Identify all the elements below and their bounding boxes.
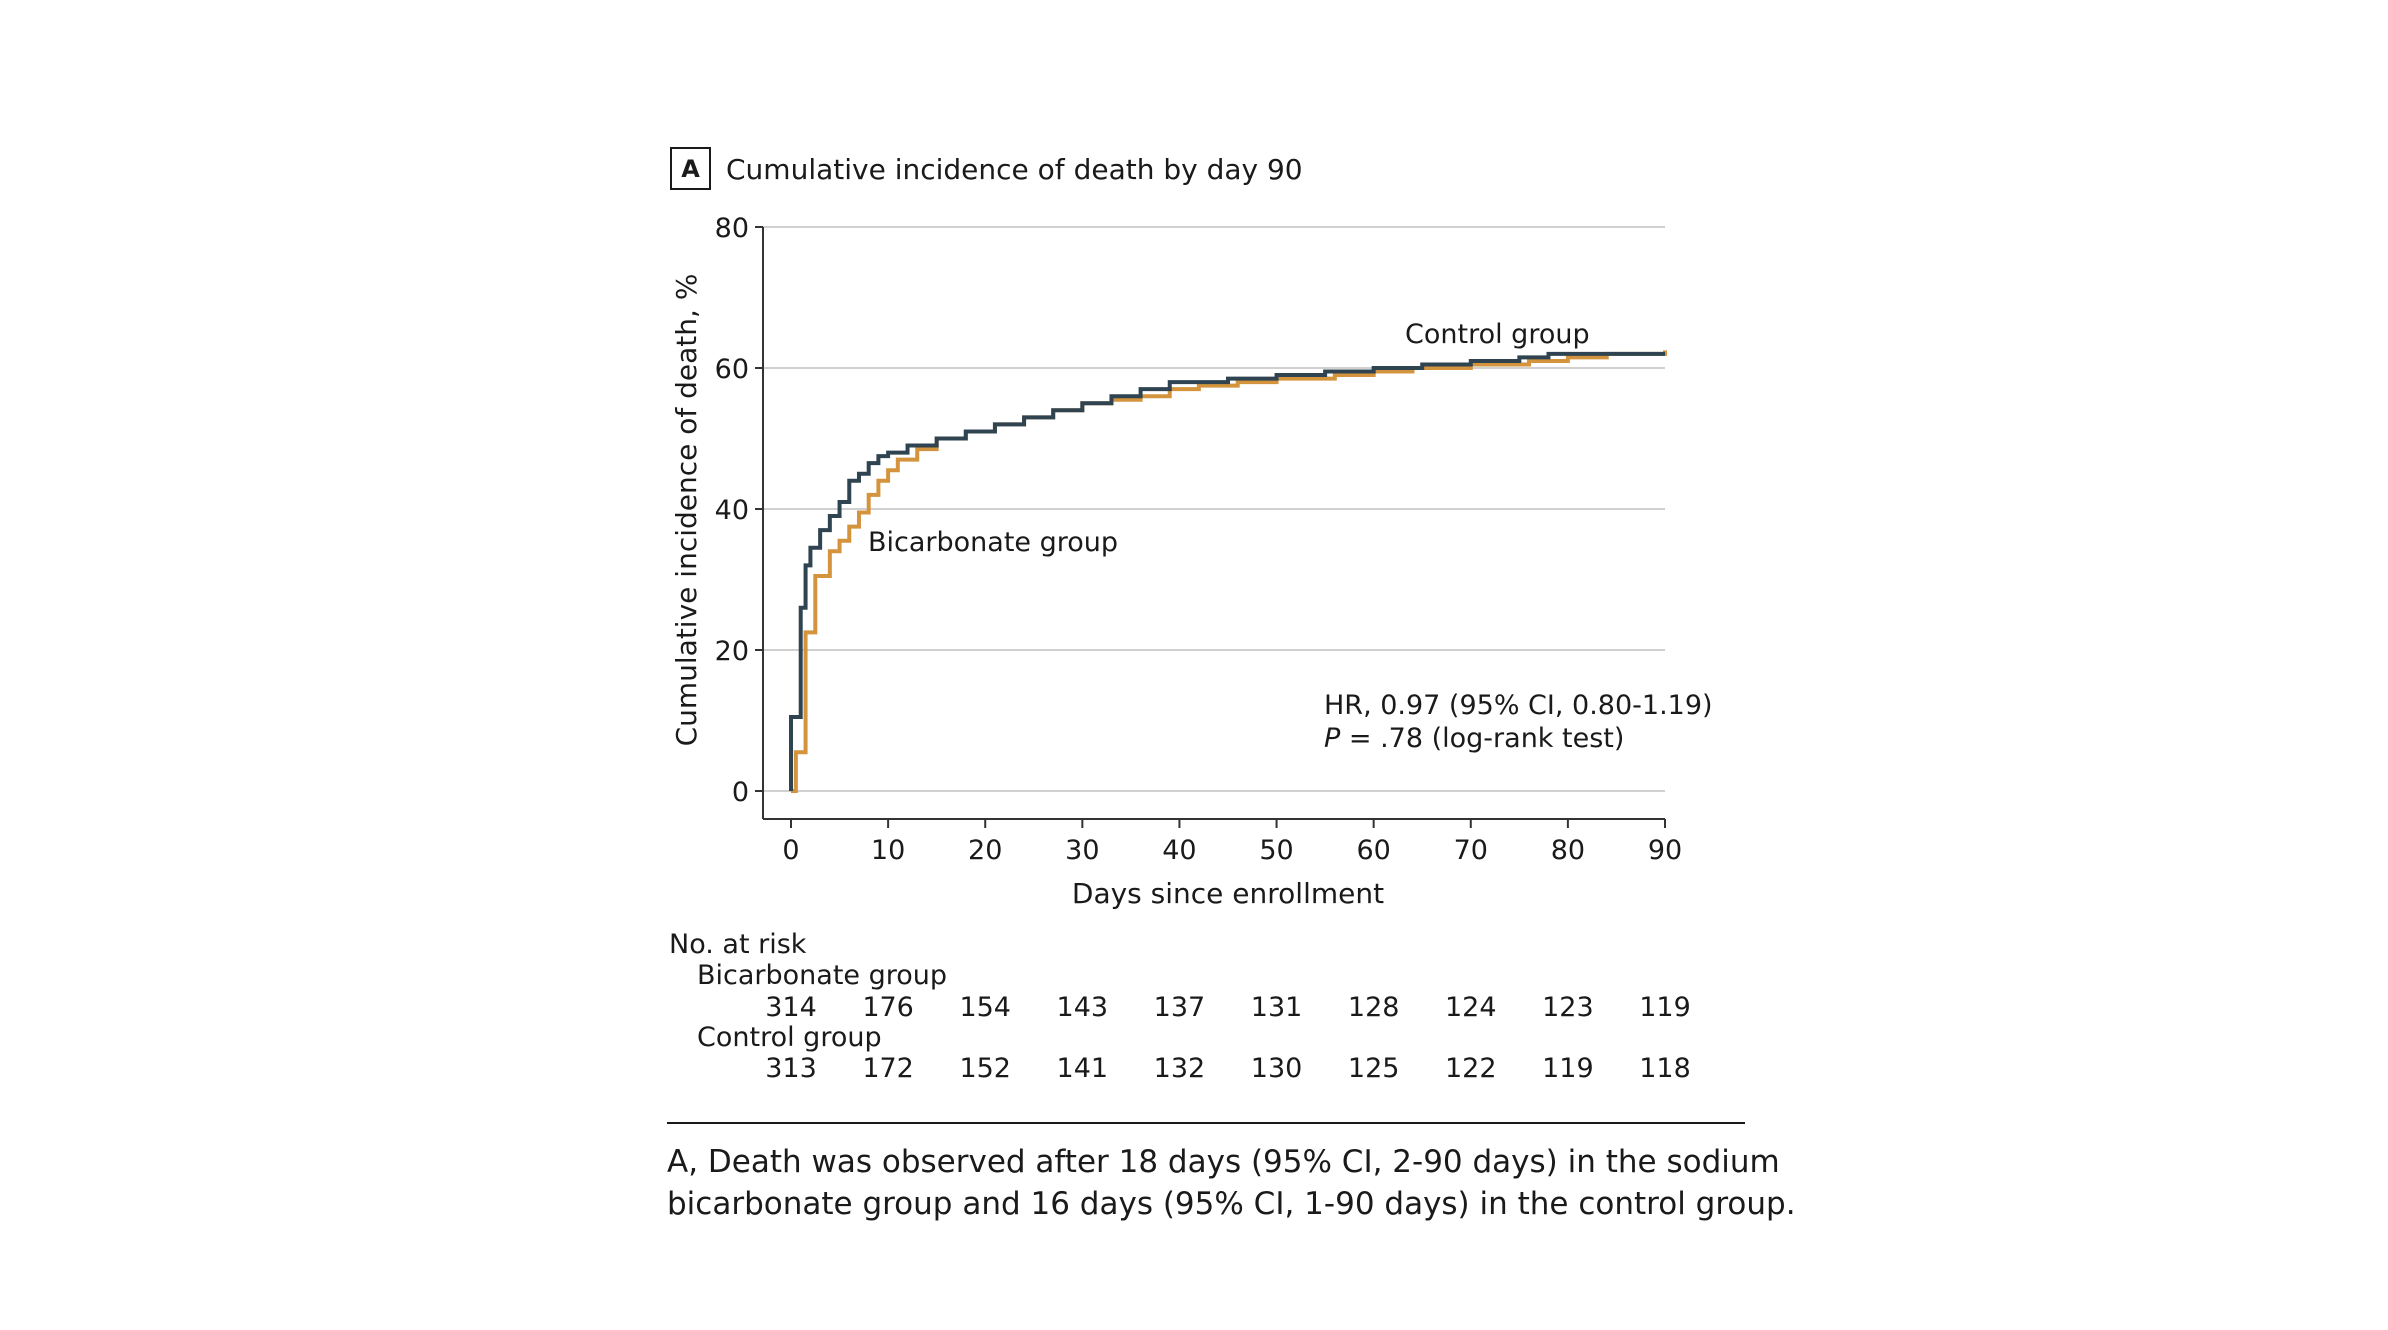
- x-tick-label-80: 80: [1551, 835, 1585, 866]
- axes: 0 20 40 60 80 0 10 20 30 40 50 60 70 80 90: [715, 213, 1683, 866]
- y-tick-label-60: 60: [715, 354, 749, 385]
- risk-value-control-day-50: 130: [1251, 1053, 1303, 1084]
- risk-value-bicarbonate-day-10: 176: [862, 992, 914, 1023]
- risk-table-header: No. at risk: [669, 929, 807, 960]
- risk-value-control-day-80: 119: [1542, 1053, 1594, 1084]
- p-value-text: = .78 (log-rank test): [1340, 723, 1624, 754]
- caption-line-2: bicarbonate group and 16 days (95% CI, 1…: [667, 1186, 1796, 1222]
- risk-value-control-day-10: 172: [862, 1053, 914, 1084]
- x-tick-label-30: 30: [1065, 835, 1099, 866]
- p-value-annotation: P = .78 (log-rank test): [1324, 723, 1624, 754]
- series-group: [789, 350, 1667, 793]
- y-tick-label-40: 40: [715, 495, 749, 526]
- risk-value-control-day-20: 152: [959, 1053, 1011, 1084]
- risk-value-bicarbonate-day-20: 154: [959, 992, 1011, 1023]
- risk-value-bicarbonate-day-60: 128: [1348, 992, 1400, 1023]
- risk-value-bicarbonate-day-90: 119: [1639, 992, 1691, 1023]
- risk-value-bicarbonate-day-50: 131: [1251, 992, 1303, 1023]
- y-tick-label-80: 80: [715, 213, 749, 244]
- risk-row-label-bicarbonate: Bicarbonate group: [697, 960, 947, 991]
- risk-value-control-day-60: 125: [1348, 1053, 1400, 1084]
- risk-value-bicarbonate-day-40: 137: [1154, 992, 1206, 1023]
- x-tick-label-40: 40: [1162, 835, 1196, 866]
- risk-value-control-day-70: 122: [1445, 1053, 1497, 1084]
- panel-letter: A: [681, 155, 700, 183]
- y-axis-label: Cumulative incidence of death, %: [670, 274, 703, 747]
- chart-title: Cumulative incidence of death by day 90: [726, 153, 1303, 186]
- x-tick-label-50: 50: [1259, 835, 1293, 866]
- control-group-line-label: Control group: [1405, 319, 1590, 350]
- risk-value-bicarbonate-day-70: 124: [1445, 992, 1497, 1023]
- p-symbol: P: [1324, 723, 1341, 754]
- x-tick-label-60: 60: [1356, 835, 1390, 866]
- control-group-curve: [789, 351, 1665, 791]
- risk-value-bicarbonate-day-30: 143: [1057, 992, 1109, 1023]
- gridlines: [763, 226, 1665, 792]
- x-tick-label-70: 70: [1454, 835, 1488, 866]
- x-tick-label-20: 20: [968, 835, 1002, 866]
- y-tick-label-20: 20: [715, 636, 749, 667]
- x-tick-label-0: 0: [782, 835, 799, 866]
- panel-letter-box: [670, 147, 711, 190]
- x-tick-label-90: 90: [1648, 835, 1682, 866]
- caption-line-1: A, Death was observed after 18 days (95%…: [667, 1144, 1780, 1180]
- risk-value-bicarbonate-day-80: 123: [1542, 992, 1594, 1023]
- x-axis-label: Days since enrollment: [1072, 877, 1384, 910]
- risk-row-label-control: Control group: [697, 1022, 882, 1053]
- risk-table-values: 314 176 154 143 137 131 128 124 123 119 313 172 152 1…: [765, 992, 1691, 1084]
- x-tick-label-10: 10: [871, 835, 905, 866]
- risk-value-bicarbonate-day-0: 314: [765, 992, 817, 1023]
- bicarbonate-group-line-label: Bicarbonate group: [868, 527, 1118, 558]
- hazard-ratio-annotation: HR, 0.97 (95% CI, 0.80-1.19): [1324, 690, 1713, 721]
- y-tick-label-0: 0: [732, 777, 749, 808]
- risk-value-control-day-90: 118: [1639, 1053, 1691, 1084]
- risk-value-control-day-40: 132: [1154, 1053, 1206, 1084]
- risk-value-control-day-0: 313: [765, 1053, 817, 1084]
- risk-value-control-day-30: 141: [1057, 1053, 1109, 1084]
